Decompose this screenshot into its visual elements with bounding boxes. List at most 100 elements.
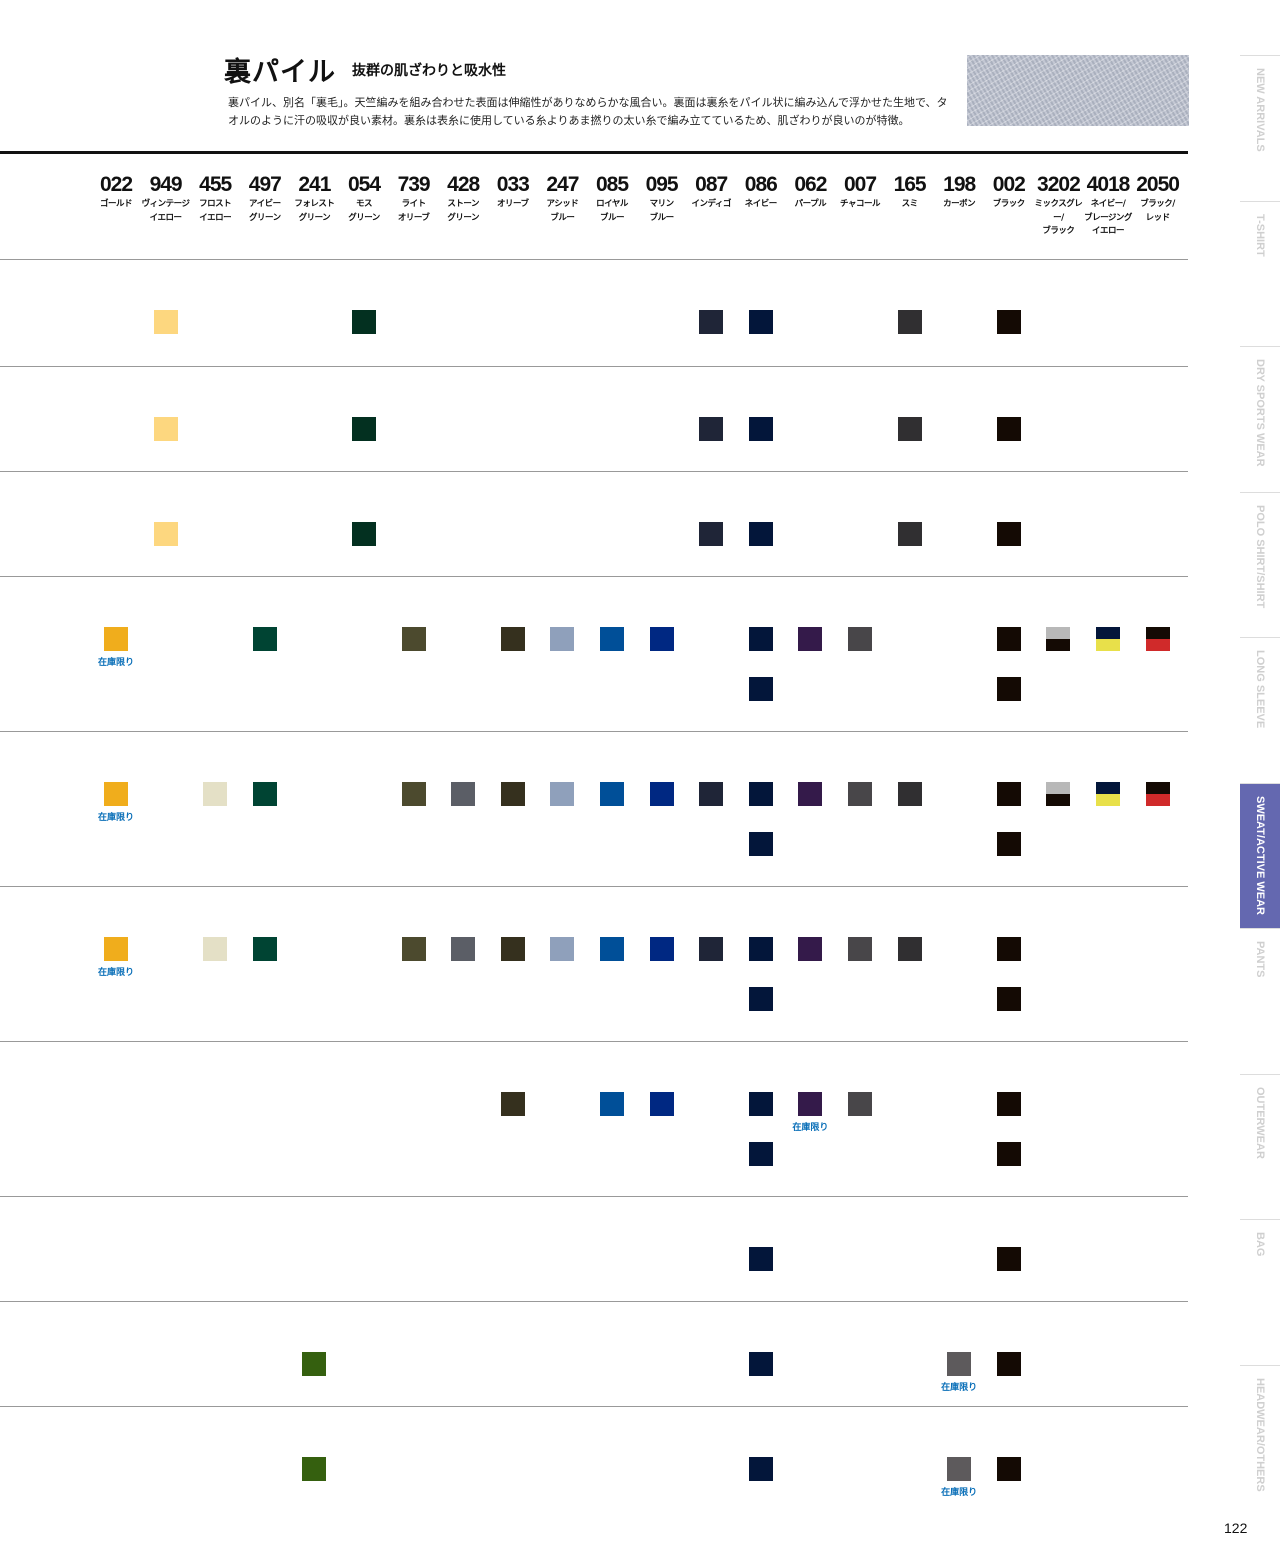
page-title: 裏パイル [224,57,336,88]
row-divider [0,886,1188,887]
sidebar-tab-headwear-others[interactable]: HEADWEAR/OTHERS [1240,1364,1280,1511]
color-swatch-086 [748,1092,773,1116]
sidebar-tab-pants[interactable]: PANTS [1240,928,1280,1074]
color-swatch-002 [996,1352,1021,1376]
row-divider [0,576,1188,577]
sidebar-tab-outerwear[interactable]: OUTERWEAR [1240,1073,1280,1220]
color-swatch-022 [104,782,128,806]
fabric-description: 裏パイル、別名「裏毛」。天竺編みを組み合わせた表面は伸縮性がありなめらかな風合い… [228,96,948,127]
color-column-header: 3202 ミックスグレー/ ブラック [1033,172,1083,239]
row-divider [0,1301,1188,1302]
limited-stock-note: 在庫限り [792,1123,829,1133]
color-swatch-002 [996,937,1021,961]
color-code: 095 [645,173,679,196]
color-column-header: 087 インディゴ [686,172,736,212]
color-swatch-095 [649,937,674,961]
color-swatch-4018 [1096,627,1120,651]
color-swatch-062 [798,782,823,806]
color-code: 198 [943,173,976,196]
row-divider [0,1196,1188,1197]
sidebar-tab-t-shirt[interactable]: T-SHIRT [1240,200,1280,347]
color-swatch-739 [401,782,426,806]
color-column-header: 086 ネイビー [736,172,786,212]
sidebar-tab-polo-shirt-shirt[interactable]: POLO SHIRT/SHIRT [1240,491,1280,638]
color-swatch-3202 [1046,627,1071,651]
sidebar-tab-long-sleeve[interactable]: LONG SLEEVE [1240,637,1280,783]
sidebar-tab-label: DRY SPORTS WEAR [1254,359,1266,467]
color-swatch-087 [699,522,724,546]
color-column-header: 002 ブラック [984,172,1034,212]
color-swatch-086 [748,1352,773,1376]
sidebar-tab-label: POLO SHIRT/SHIRT [1254,504,1266,608]
sidebar-tab-label: HEADWEAR/OTHERS [1254,1377,1266,1492]
color-swatch-086 [748,1457,773,1481]
color-swatch-949 [153,522,178,546]
color-swatch-4018 [1096,782,1120,806]
sidebar-tab-new-arrivals[interactable]: NEW ARRIVALS [1240,55,1280,201]
color-swatch-002 [996,987,1021,1011]
color-name: モス グリーン [348,199,380,223]
color-swatch-086 [748,937,773,961]
color-column-header: 739 ライト オリーブ [389,172,439,225]
limited-stock-note: 在庫限り [97,813,134,823]
sidebar-tab-label: NEW ARRIVALS [1254,68,1266,152]
color-swatch-086 [748,832,773,856]
color-swatch-086 [748,627,773,651]
color-name: スミ [901,199,919,209]
sidebar-tab-dry-sports-wear[interactable]: DRY SPORTS WEAR [1240,346,1280,492]
header-divider [0,151,1188,154]
color-swatch-002 [996,832,1021,856]
color-code: 455 [199,173,232,196]
color-swatch-497 [252,782,277,806]
color-column-header: 054 モス グリーン [339,172,389,225]
row-divider [0,366,1188,367]
color-swatch-002 [996,1457,1021,1481]
color-code: 497 [248,173,282,196]
row-divider [0,259,1188,260]
color-code: 4018 [1086,173,1131,196]
color-swatch-033 [500,782,525,806]
color-swatch-022 [104,937,128,961]
color-swatch-085 [600,1092,624,1116]
color-swatch-739 [401,937,426,961]
color-name: チャコール [840,199,880,209]
color-name: ロイヤル ブルー [596,199,628,223]
color-name: ネイビー [744,199,778,209]
color-swatch-007 [848,782,872,806]
color-name: オリーブ [497,199,529,209]
color-name: ゴールド [99,199,133,209]
color-column-header: 165 スミ [885,172,935,212]
color-swatch-054 [352,310,376,334]
color-swatch-497 [252,627,277,651]
color-swatch-007 [848,937,872,961]
color-code: 165 [893,173,927,196]
color-swatch-428 [451,782,476,806]
page-subtitle: 抜群の肌ざわりと吸水性 [352,63,506,79]
color-swatch-165 [897,417,922,441]
color-swatch-428 [451,937,476,961]
color-swatch-3202 [1046,782,1071,806]
color-name: ストーン グリーン [447,199,479,223]
color-name: ブラック [992,199,1026,209]
color-column-header: 2050 ブラック/ レッド [1133,172,1183,225]
color-swatch-002 [996,627,1021,651]
color-swatch-002 [996,1142,1021,1166]
color-swatch-455 [203,782,228,806]
color-swatch-087 [699,937,724,961]
color-swatch-165 [897,782,922,806]
sidebar-tab-sweat-active-wear[interactable]: SWEAT/ACTIVE WEAR [1240,782,1280,929]
sidebar-tab-bag[interactable]: BAG [1240,1219,1280,1365]
color-code: 054 [347,173,381,196]
color-swatch-247 [550,782,575,806]
color-column-header: 007 チャコール [835,172,885,212]
color-code: 428 [447,173,480,196]
color-swatch-007 [848,1092,872,1116]
color-code: 007 [843,173,877,196]
color-swatch-007 [848,627,872,651]
limited-stock-note: 在庫限り [97,658,134,668]
color-name: フォレスト グリーン [294,199,335,223]
color-swatch-086 [748,417,773,441]
color-code: 949 [149,173,183,196]
color-column-header: 428 ストーン グリーン [438,172,488,225]
color-code: 087 [695,173,728,196]
